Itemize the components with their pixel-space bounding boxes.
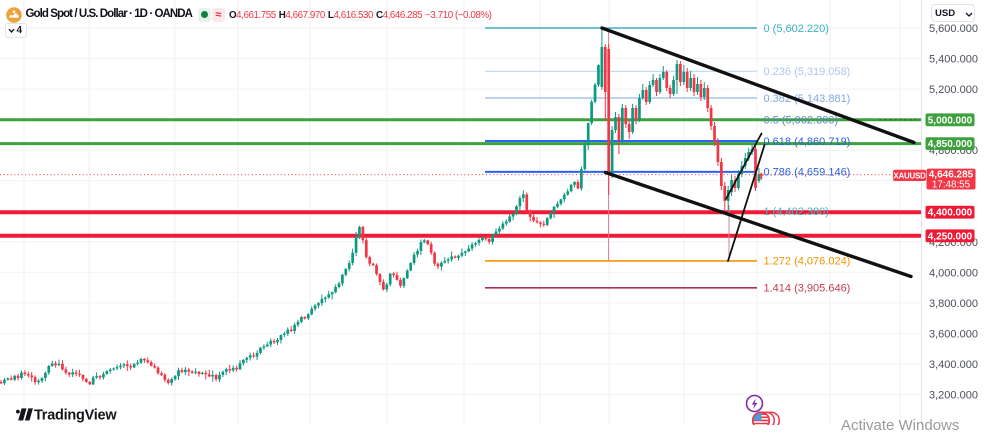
svg-text:4,400.000: 4,400.000: [928, 208, 973, 219]
svg-text:XAUUSD: XAUUSD: [893, 171, 926, 180]
svg-text:1.414 (3,905.646): 1.414 (3,905.646): [764, 283, 851, 295]
svg-text:5,200.000: 5,200.000: [929, 84, 978, 96]
svg-text:0.5 (5,002.300): 0.5 (5,002.300): [764, 115, 839, 127]
svg-text:0.618 (4,860.719): 0.618 (4,860.719): [764, 136, 851, 148]
svg-text:1 (4,402.380): 1 (4,402.380): [764, 206, 829, 218]
svg-text:5,600.000: 5,600.000: [929, 23, 978, 35]
svg-text:TradingView: TradingView: [34, 408, 117, 424]
svg-text:17:48:55: 17:48:55: [932, 180, 971, 191]
svg-text:5,400.000: 5,400.000: [929, 53, 978, 65]
svg-text:1.272 (4,076.024): 1.272 (4,076.024): [764, 256, 851, 268]
svg-text:5,000.000: 5,000.000: [928, 115, 973, 126]
svg-text:0.236 (5,319.058): 0.236 (5,319.058): [764, 66, 851, 78]
svg-text:4,000.000: 4,000.000: [929, 267, 978, 279]
svg-text:3,800.000: 3,800.000: [929, 298, 978, 310]
svg-text:4,250.000: 4,250.000: [928, 231, 973, 242]
svg-text:3,400.000: 3,400.000: [929, 359, 978, 371]
svg-text:4,850.000: 4,850.000: [928, 139, 973, 150]
svg-text:3,600.000: 3,600.000: [929, 329, 978, 341]
svg-text:0.786 (4,659.146): 0.786 (4,659.146): [764, 167, 851, 179]
svg-text:0 (5,602.220): 0 (5,602.220): [764, 23, 829, 35]
svg-text:3,200.000: 3,200.000: [929, 390, 978, 402]
